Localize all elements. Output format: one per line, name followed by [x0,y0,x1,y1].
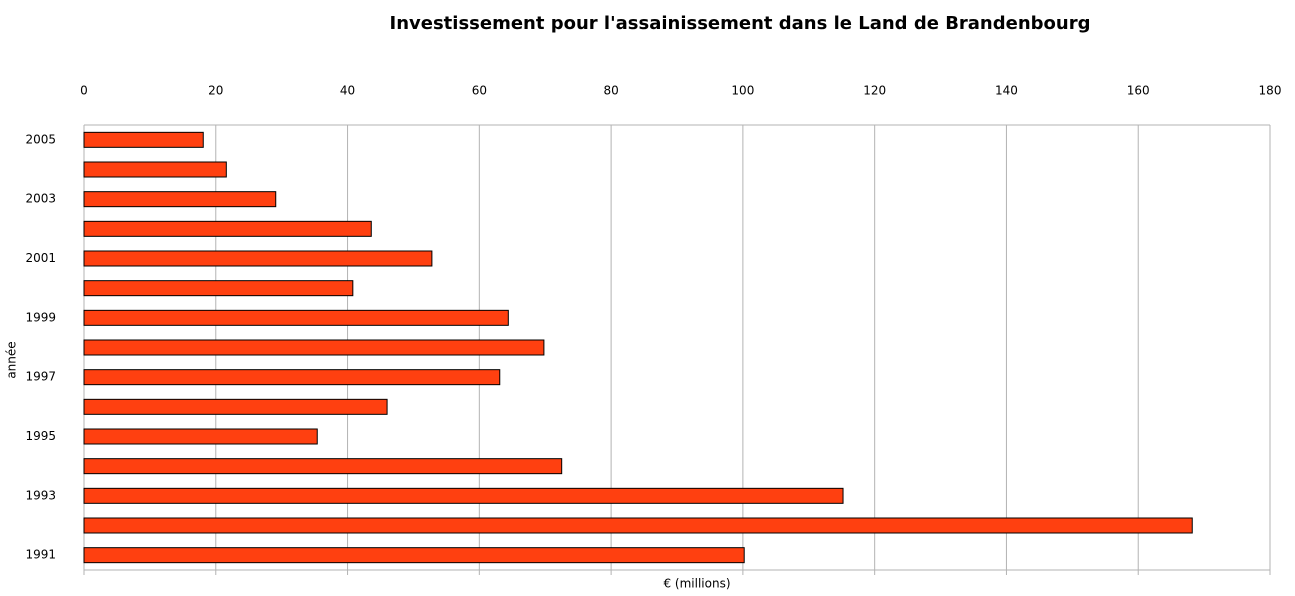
bar [83,398,388,415]
x-tick-label: 60 [472,84,487,98]
chart-title: Investissement pour l'assainissement dan… [390,13,1091,34]
x-tick-label: 100 [731,84,754,98]
bar [83,250,433,267]
x-tick-label: 140 [995,84,1018,98]
x-axis-label: € (millions) [663,577,730,591]
x-tick-label: 20 [208,84,223,98]
bar [83,487,844,504]
bar [83,161,227,178]
y-tick-label: 1997 [25,370,56,384]
x-tick-label: 180 [1259,84,1282,98]
x-tick-label: 40 [340,84,355,98]
x-tick-label: 160 [1127,84,1150,98]
bar [83,339,545,356]
x-tick-label: 80 [603,84,618,98]
y-tick-label: 2001 [25,251,56,265]
x-tick-label: 120 [863,84,886,98]
bar [83,547,745,564]
y-axis-label: année [5,341,19,378]
bar [83,220,372,237]
bar [83,191,277,208]
bar [83,369,501,386]
bar [83,309,509,326]
y-tick-label: 1995 [25,429,56,443]
bar [83,458,563,475]
y-tick-label: 1991 [25,548,56,562]
y-tick-label: 2005 [25,132,56,146]
bar [83,517,1193,534]
y-tick-label: 1993 [25,488,56,502]
y-tick-label: 1999 [25,310,56,324]
x-tick-label: 0 [80,84,88,98]
bar [83,131,204,148]
bar [83,280,354,297]
bar [83,428,318,445]
y-tick-label: 2003 [25,192,56,206]
